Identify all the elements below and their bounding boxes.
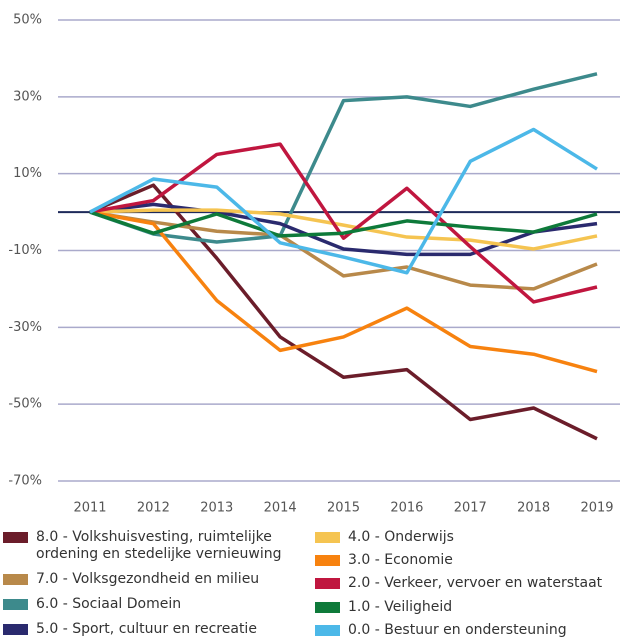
legend-label: 2.0 - Verkeer, vervoer en waterstaat bbox=[348, 575, 603, 592]
legend-item: 0.0 - Bestuur en ondersteuning bbox=[315, 622, 618, 639]
legend-item: 6.0 - Sociaal Domein bbox=[3, 596, 306, 613]
x-tick-label: 2013 bbox=[200, 501, 233, 516]
series-line bbox=[89, 208, 598, 251]
y-tick-label: -10% bbox=[8, 243, 42, 258]
y-tick-label: 30% bbox=[13, 89, 42, 104]
legend-label: 7.0 - Volksgezondheid en milieu bbox=[36, 571, 260, 587]
x-tick-label: 2011 bbox=[73, 501, 106, 516]
y-tick-label: -70% bbox=[8, 474, 42, 489]
series-line bbox=[89, 72, 598, 244]
legend-item: 3.0 - Economie bbox=[315, 552, 618, 569]
x-tick-label: 2016 bbox=[390, 501, 423, 516]
legend-label: 5.0 - Sport, cultuur en recreatie bbox=[36, 621, 257, 637]
legend-label: 4.0 - Onderwijs bbox=[348, 529, 454, 545]
x-tick-label: 2014 bbox=[264, 501, 297, 516]
x-tick-label: 2017 bbox=[454, 501, 487, 516]
series-line bbox=[89, 202, 598, 257]
legend-swatch bbox=[3, 624, 28, 635]
legend-swatch bbox=[315, 578, 340, 590]
legend-swatch bbox=[315, 601, 340, 613]
x-tick-label: 2012 bbox=[137, 501, 170, 516]
legend-label: 1.0 - Veiligheid bbox=[348, 598, 453, 615]
chart: 50% 30% 10% -10% -30% -50% -70% 2011 2012 2013 201… bbox=[8, 13, 620, 516]
legend-item: 7.0 - Volksgezondheid en milieu bbox=[3, 571, 306, 588]
legend-swatch bbox=[315, 555, 340, 567]
series-line bbox=[89, 210, 598, 238]
x-tick-label: 2018 bbox=[517, 501, 550, 516]
legend-item: 2.0 - Verkeer, vervoer en waterstaat bbox=[315, 575, 618, 592]
legend-swatch bbox=[3, 532, 28, 543]
legend-swatch bbox=[315, 624, 340, 636]
y-tick-label: -50% bbox=[8, 397, 42, 412]
legend-label: 8.0 - Volkshuisvesting, ruimtelijke orde… bbox=[36, 529, 282, 562]
legend-label: 0.0 - Bestuur en ondersteuning bbox=[348, 621, 567, 638]
legend-item: 8.0 - Volkshuisvesting, ruimtelijke orde… bbox=[3, 529, 306, 563]
series-line bbox=[89, 127, 598, 275]
legend-label: 6.0 - Sociaal Domein bbox=[36, 596, 182, 612]
y-tick-label: -30% bbox=[8, 320, 42, 335]
legend-item: 1.0 - Veiligheid bbox=[315, 599, 618, 616]
legend-swatch bbox=[3, 599, 28, 610]
legend-item: 4.0 - Onderwijs bbox=[315, 529, 618, 546]
y-tick-label: 10% bbox=[13, 166, 42, 181]
series-line bbox=[89, 210, 598, 374]
legend-label: 3.0 - Economie bbox=[348, 552, 453, 569]
legend-swatch bbox=[315, 532, 340, 543]
legend-swatch bbox=[3, 574, 28, 585]
legend-item: 5.0 - Sport, cultuur en recreatie bbox=[3, 621, 306, 638]
series-line bbox=[89, 142, 598, 304]
x-tick-label: 2015 bbox=[327, 501, 360, 516]
y-tick-label: 50% bbox=[13, 13, 42, 28]
x-tick-label: 2019 bbox=[580, 501, 613, 516]
